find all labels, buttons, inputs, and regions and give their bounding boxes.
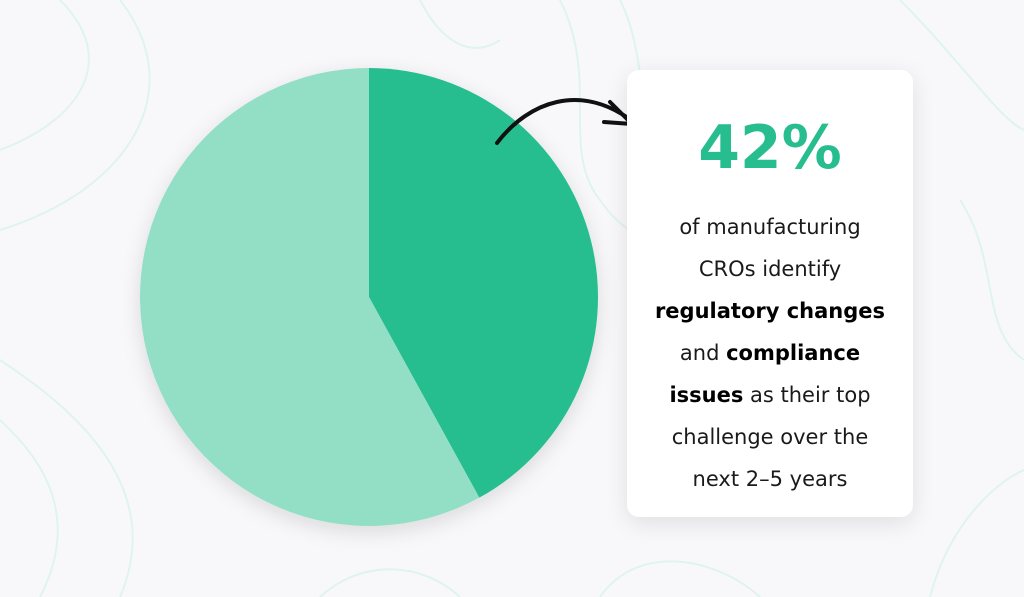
emphasis-text: regulatory changes	[654, 299, 886, 323]
pie-slice-0	[369, 68, 599, 498]
headline-percentage: 42%	[698, 113, 842, 183]
pie-slice-1	[140, 68, 480, 526]
callout-line: next 2–5 years	[627, 458, 913, 500]
callout-line: challenge over the	[627, 416, 913, 458]
callout-line: regulatory changes	[627, 290, 913, 332]
emphasis-text: compliance	[726, 341, 861, 365]
callout-line: CROs identify	[627, 248, 913, 290]
emphasis-text: issues	[669, 383, 744, 407]
callout-line: and compliance	[627, 332, 913, 374]
body-text: as their top	[743, 383, 871, 407]
body-text: and	[679, 341, 727, 365]
callout-line: of manufacturing	[627, 206, 913, 248]
body-text: of manufacturing	[679, 215, 861, 239]
callout-text: of manufacturing CROs identify regulatory …	[627, 206, 913, 500]
body-text: CROs identify	[698, 257, 842, 281]
body-text: next 2–5 years	[692, 467, 848, 491]
callout-card: 42% of manufacturing CROs identify regulat…	[627, 70, 913, 517]
body-text: challenge over the	[671, 425, 869, 449]
callout-line: issues as their top	[627, 374, 913, 416]
